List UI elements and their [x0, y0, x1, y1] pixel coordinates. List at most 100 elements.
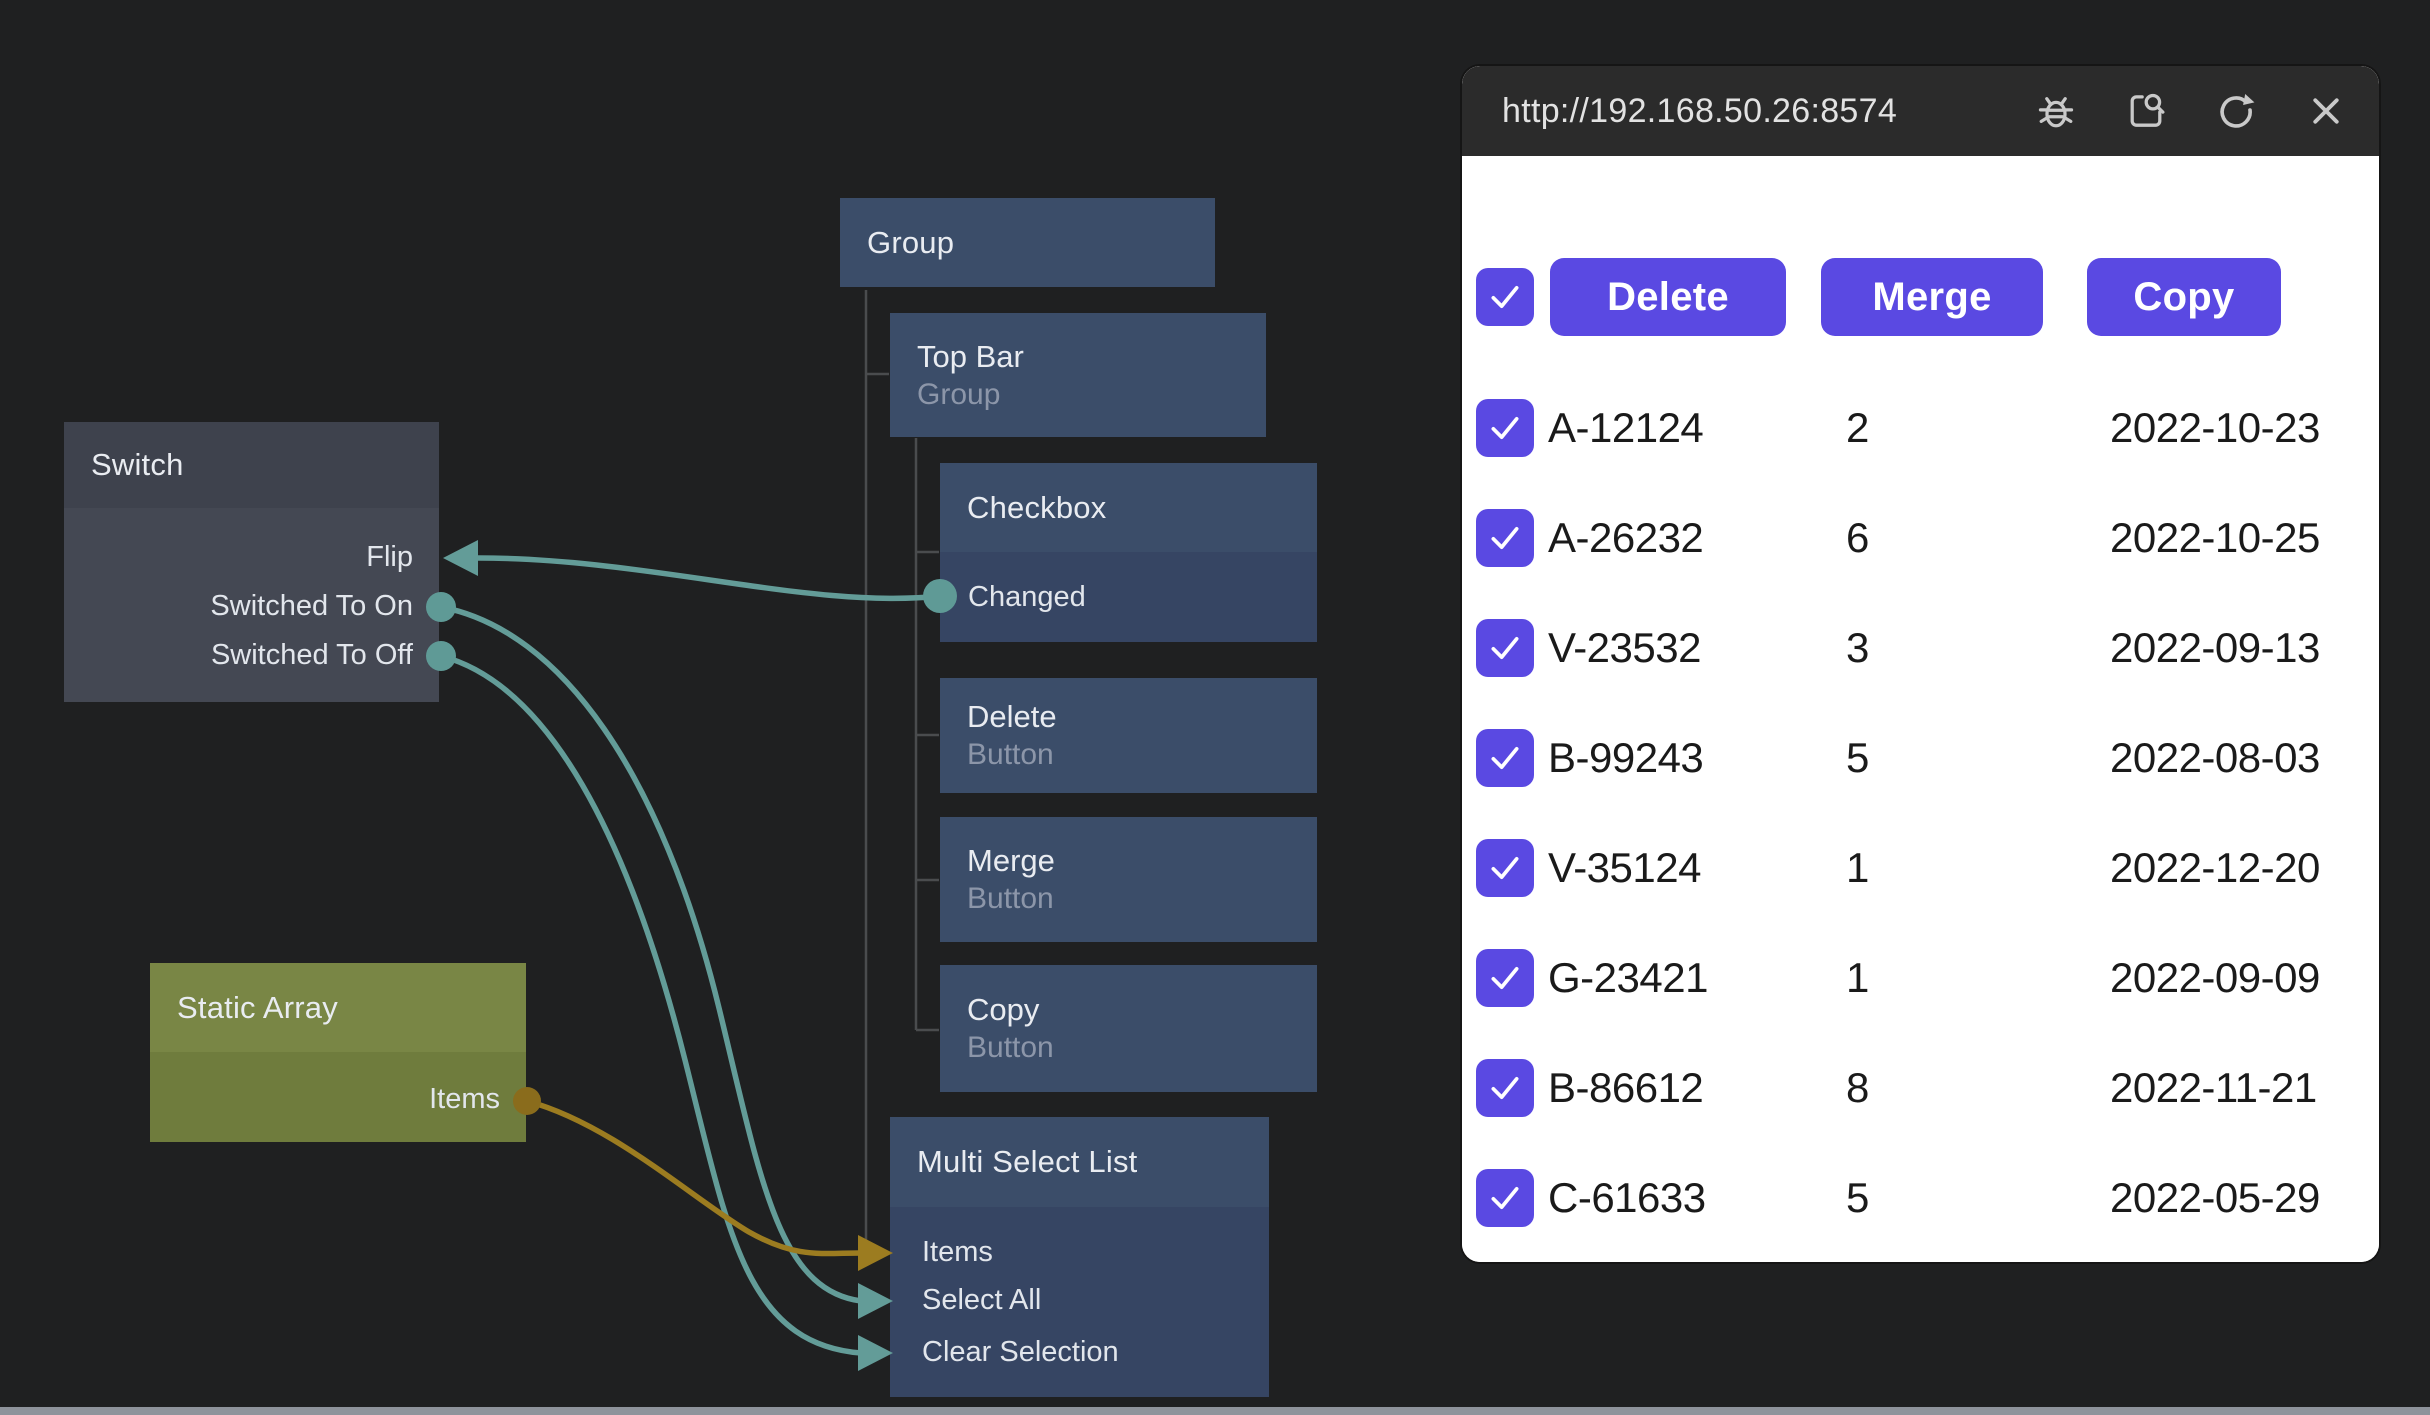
row-qty: 8 — [1846, 1064, 1869, 1111]
row-checkbox[interactable] — [1476, 1169, 1534, 1227]
row-date: 2022-05-29 — [2110, 1174, 2320, 1221]
edge-changed-to-flip[interactable] — [477, 555, 941, 602]
node-title: Top Bar — [917, 338, 1024, 374]
node-subtitle: Button — [967, 882, 1054, 915]
table-row: V-35124 1 2022-12-20 — [1462, 813, 2379, 923]
browser-preview-panel: http://192.168.50.26:8574 — [1462, 66, 2379, 1262]
node-multi-select-list-header: Multi Select List — [890, 1117, 1269, 1207]
check-icon — [1491, 286, 1519, 308]
node-top-bar[interactable]: Top Bar Group — [890, 313, 1266, 437]
row-checkbox[interactable] — [1476, 509, 1534, 567]
row-date: 2022-09-09 — [2110, 954, 2320, 1001]
close-icon[interactable] — [2303, 88, 2349, 134]
node-title: Static Array — [177, 989, 338, 1025]
row-date: 2022-11-21 — [2110, 1064, 2317, 1111]
row-checkbox[interactable] — [1476, 399, 1534, 457]
check-icon — [1491, 417, 1519, 439]
row-date: 2022-10-25 — [2110, 514, 2320, 561]
merge-button[interactable]: Merge — [1821, 258, 2043, 336]
table-row: C-61633 5 2022-05-29 — [1462, 1143, 2379, 1253]
check-icon — [1491, 1077, 1519, 1099]
row-checkbox[interactable] — [1476, 1059, 1534, 1117]
check-icon — [1491, 1187, 1519, 1209]
row-qty: 6 — [1846, 514, 1869, 561]
node-switch-header: Switch — [64, 422, 439, 508]
node-subtitle: Group — [917, 377, 1001, 411]
port-items-in[interactable]: Items — [922, 1236, 993, 1268]
port-select-all[interactable]: Select All — [922, 1284, 1042, 1316]
url-text[interactable]: http://192.168.50.26:8574 — [1502, 91, 1898, 130]
actions-row: Delete Merge Copy — [1476, 258, 2281, 336]
row-id: C-61633 — [1548, 1174, 1706, 1221]
node-title: Group — [867, 224, 955, 260]
arrowhead-select-all-input — [858, 1283, 893, 1319]
node-checkbox[interactable]: Checkbox Changed — [940, 463, 1317, 642]
row-checkbox[interactable] — [1476, 949, 1534, 1007]
node-multi-select-list[interactable]: Multi Select List Items Select All Clear… — [890, 1117, 1269, 1397]
row-id: V-23532 — [1548, 624, 1701, 671]
port-switched-to-on[interactable]: Switched To On — [210, 590, 413, 622]
row-date: 2022-10-23 — [2110, 404, 2320, 451]
arrowhead-items-input — [858, 1235, 893, 1271]
node-merge-button[interactable]: Merge Button — [940, 817, 1317, 942]
check-icon — [1491, 527, 1519, 549]
check-icon — [1491, 747, 1519, 769]
row-qty: 5 — [1846, 1174, 1869, 1221]
delete-button[interactable]: Delete — [1550, 258, 1786, 336]
table-row: B-86612 8 2022-11-21 — [1462, 1033, 2379, 1143]
table-row: V-23532 3 2022-09-13 — [1462, 593, 2379, 703]
toolbar-icons — [2033, 88, 2349, 134]
refresh-icon[interactable] — [2213, 88, 2259, 134]
row-qty: 3 — [1846, 624, 1869, 671]
node-switch[interactable]: Switch Flip Switched To On Switched To O… — [64, 422, 439, 702]
port-clear-selection[interactable]: Clear Selection — [922, 1336, 1119, 1368]
node-static-array[interactable]: Static Array Items — [150, 963, 526, 1142]
port-switched-to-off[interactable]: Switched To Off — [210, 639, 413, 671]
node-group-header: Group — [840, 198, 1215, 287]
port-items-out[interactable]: Items — [429, 1083, 500, 1115]
node-static-array-header: Static Array — [150, 963, 526, 1052]
row-date: 2022-08-03 — [2110, 734, 2320, 781]
inspect-page-icon[interactable] — [2123, 88, 2169, 134]
edge-items-to-items[interactable] — [526, 1098, 862, 1257]
check-icon — [1491, 967, 1519, 989]
node-checkbox-header: Checkbox — [940, 463, 1317, 552]
row-id: V-35124 — [1548, 844, 1701, 891]
node-title: Merge — [967, 843, 1055, 878]
table-row: A-26232 6 2022-10-25 — [1462, 483, 2379, 593]
row-qty: 1 — [1846, 844, 1869, 891]
preview-content: Delete Merge Copy A-12124 2 2022-10-23 A… — [1462, 156, 2379, 1262]
port-flip[interactable]: Flip — [366, 541, 413, 573]
arrowhead-flip-input — [443, 540, 478, 576]
row-qty: 5 — [1846, 734, 1869, 781]
taskbar-edge — [0, 1407, 2430, 1415]
row-qty: 2 — [1846, 404, 1869, 451]
node-copy-button[interactable]: Copy Button — [940, 965, 1317, 1092]
select-all-checkbox[interactable] — [1476, 268, 1534, 326]
node-group[interactable]: Group — [840, 198, 1215, 287]
table-row: A-12124 2 2022-10-23 — [1462, 373, 2379, 483]
row-checkbox[interactable] — [1476, 619, 1534, 677]
node-delete-button[interactable]: Delete Button — [940, 678, 1317, 793]
copy-button[interactable]: Copy — [2087, 258, 2281, 336]
browser-toolbar: http://192.168.50.26:8574 — [1462, 66, 2379, 156]
table-row: B-99243 5 2022-08-03 — [1462, 703, 2379, 813]
check-icon — [1491, 637, 1519, 659]
row-checkbox[interactable] — [1476, 729, 1534, 787]
table-row: G-23421 1 2022-09-09 — [1462, 923, 2379, 1033]
record-list: A-12124 2 2022-10-23 A-26232 6 2022-10-2… — [1462, 373, 2379, 1262]
node-title: Switch — [91, 447, 184, 482]
node-title: Multi Select List — [917, 1144, 1138, 1179]
row-date: 2022-12-20 — [2110, 844, 2320, 891]
row-qty: 1 — [1846, 954, 1869, 1001]
node-title: Delete — [967, 699, 1057, 734]
bug-icon[interactable] — [2033, 88, 2079, 134]
table-row: V-42241 2 2022-11-15 — [1462, 1253, 2379, 1262]
node-title: Copy — [967, 992, 1040, 1027]
node-subtitle: Button — [967, 738, 1054, 771]
row-id: B-99243 — [1548, 734, 1704, 781]
port-changed[interactable]: Changed — [968, 581, 1086, 613]
edge-on-to-select-all[interactable] — [440, 604, 862, 1304]
row-checkbox[interactable] — [1476, 839, 1534, 897]
